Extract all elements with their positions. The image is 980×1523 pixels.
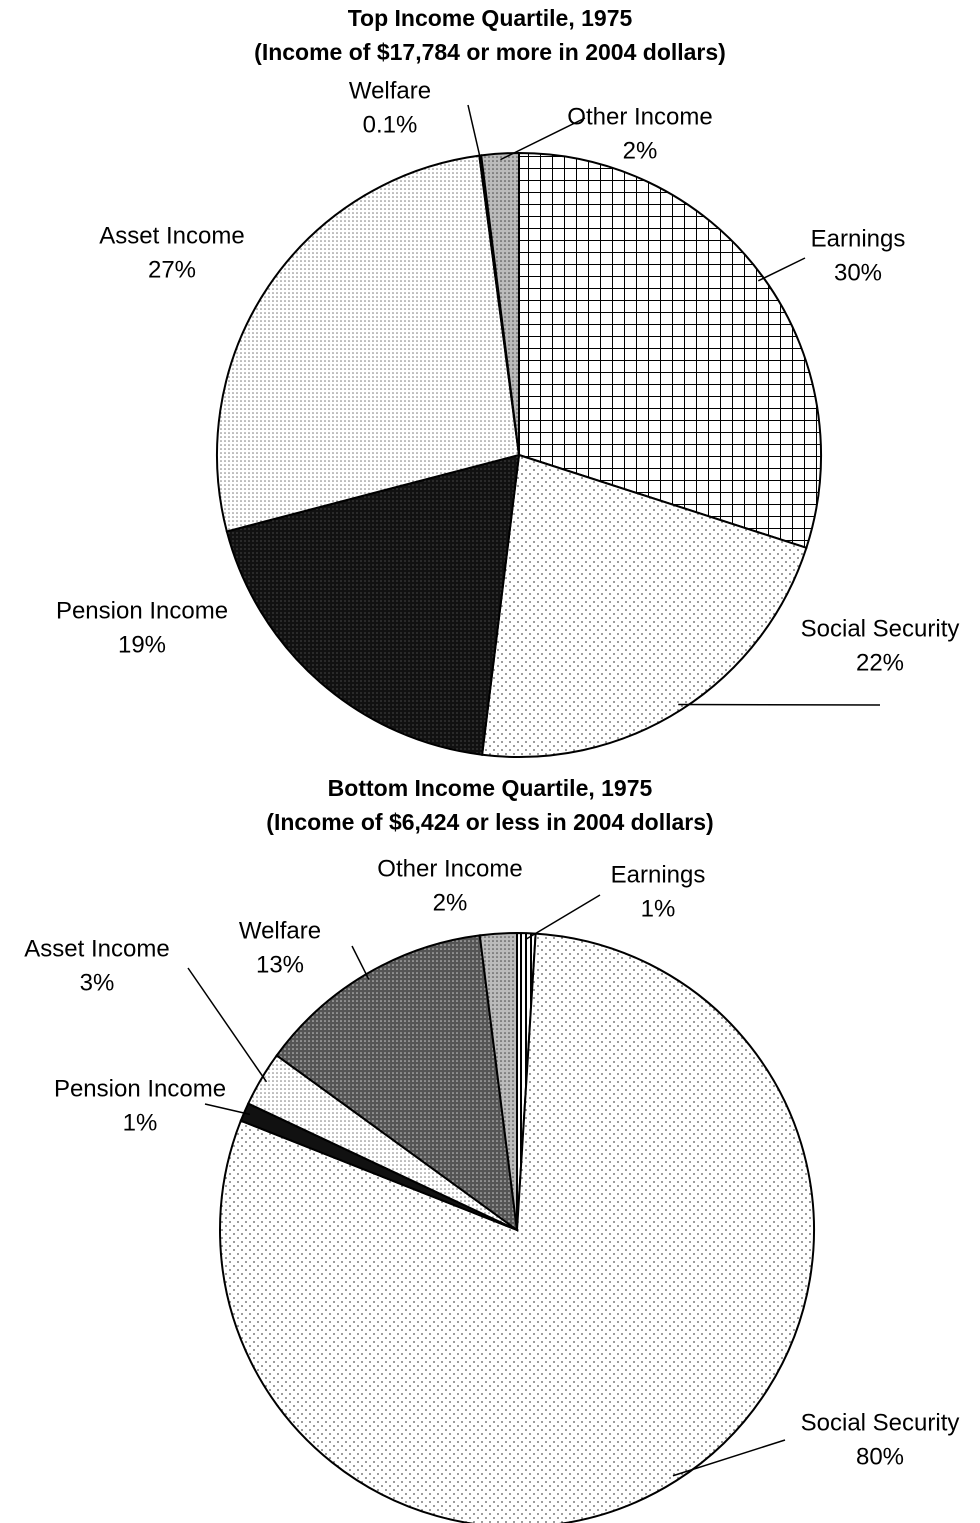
- slice-value-label: 13%: [256, 951, 304, 978]
- slice-label: Welfare: [239, 917, 321, 944]
- pie-slice: [480, 151, 520, 456]
- slice-label: Pension Income: [54, 1075, 226, 1102]
- slice-label: Earnings: [611, 861, 706, 888]
- pie-slice: [478, 931, 518, 1231]
- slice-label: Social Security: [801, 615, 960, 642]
- leader-line: [187, 967, 268, 1083]
- slice-value-label: 0.1%: [363, 111, 418, 138]
- slice-label: Other Income: [377, 855, 522, 882]
- slice-label: Other Income: [567, 103, 712, 130]
- slice-value-label: 1%: [641, 895, 676, 922]
- leader-line: [351, 945, 370, 980]
- leader-line: [678, 703, 881, 706]
- chart-subtitle: (Income of $17,784 or more in 2004 dolla…: [254, 39, 726, 65]
- chart-title: Top Income Quartile, 1975: [348, 5, 633, 31]
- slice-label: Asset Income: [99, 222, 244, 249]
- slice-label: Social Security: [801, 1409, 960, 1436]
- pie-slice: [481, 453, 808, 758]
- pie-slice: [225, 453, 521, 756]
- slice-value-label: 19%: [118, 631, 166, 658]
- slice-value-label: 3%: [80, 969, 115, 996]
- slice-value-label: 2%: [623, 137, 658, 164]
- slice-value-label: 22%: [856, 649, 904, 676]
- leader-line: [204, 1103, 251, 1116]
- slice-label: Asset Income: [24, 935, 169, 962]
- pie-slice: [216, 154, 521, 533]
- chart-subtitle: (Income of $6,424 or less in 2004 dollar…: [266, 809, 713, 835]
- slice-value-label: 30%: [834, 259, 882, 286]
- pie-slice: [518, 151, 822, 550]
- slice-label: Earnings: [811, 225, 906, 252]
- slice-value-label: 2%: [433, 889, 468, 916]
- leader-line: [757, 257, 806, 282]
- slice-value-label: 27%: [148, 256, 196, 283]
- slice-label: Welfare: [349, 77, 431, 104]
- leader-line: [525, 894, 601, 940]
- leader-line: [672, 1439, 786, 1477]
- slice-value-label: 80%: [856, 1443, 904, 1470]
- slice-label: Pension Income: [56, 597, 228, 624]
- leader-line: [500, 117, 586, 161]
- slice-value-label: 1%: [123, 1109, 158, 1136]
- leader-line: [467, 104, 482, 162]
- chart-title: Bottom Income Quartile, 1975: [328, 775, 653, 801]
- pie-slice: [219, 932, 815, 1523]
